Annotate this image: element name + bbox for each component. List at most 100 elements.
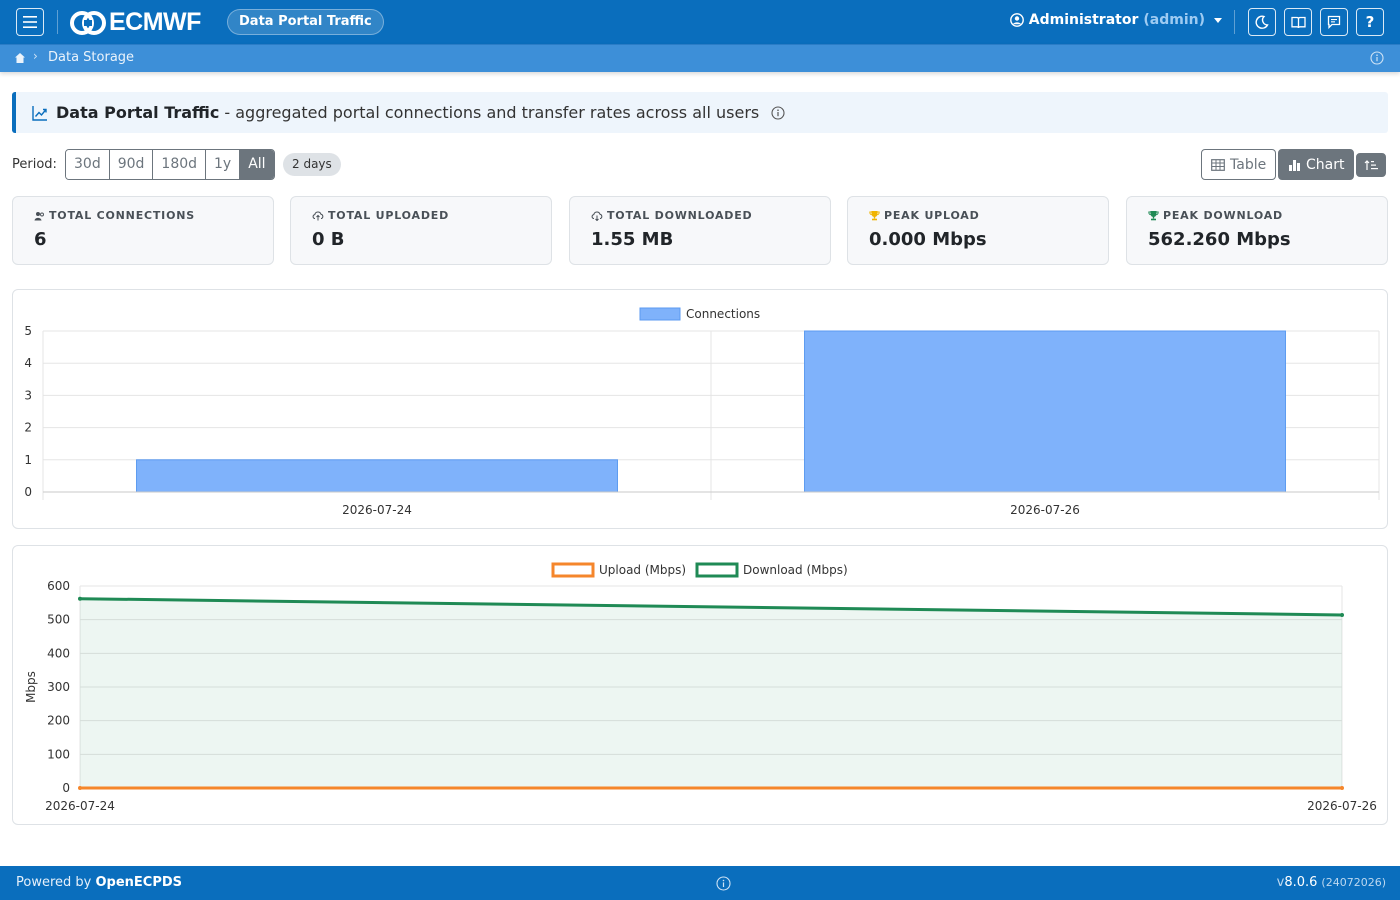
connections-chart-panel: Connections 0 1 2 3 4 5 2026-07-24 2026-07-26: [12, 289, 1388, 529]
cloud-download-icon: [591, 211, 603, 221]
sort-button[interactable]: [1356, 153, 1386, 177]
powered-by-prefix: Powered by: [16, 875, 92, 890]
x-tick-label: 2026-07-24: [342, 503, 412, 517]
period-30d-button[interactable]: 30d: [66, 150, 110, 179]
download-area: [80, 598, 1342, 788]
page-title-banner: Data Portal Traffic - aggregated portal …: [12, 92, 1388, 133]
transfer-rate-line-chart: Upload (Mbps) Download (Mbps) 0 100 200 300 40…: [24, 562, 1377, 813]
breadcrumb-item-data-storage[interactable]: Data Storage: [48, 50, 135, 65]
ecmwf-logo[interactable]: ECMWF: [70, 8, 201, 37]
breadcrumb-separator-icon: ›: [33, 49, 38, 63]
users-icon: [34, 211, 44, 220]
navbar-divider: [1234, 10, 1235, 34]
stat-label: TOTAL CONNECTIONS: [49, 209, 195, 222]
legend-label: Upload (Mbps): [599, 563, 686, 577]
chevron-down-icon: [1214, 17, 1222, 23]
period-span-badge: 2 days: [283, 153, 341, 176]
top-navbar: ECMWF Data Portal Traffic Administrator …: [0, 0, 1400, 44]
y-tick-label: 500: [47, 613, 70, 627]
stat-value: 0 B: [312, 229, 345, 250]
messages-button[interactable]: [1320, 8, 1348, 36]
version-number: 8.0.6: [1284, 875, 1318, 890]
documentation-button[interactable]: [1284, 8, 1312, 36]
y-tick-label: 400: [47, 646, 70, 660]
stat-label: TOTAL DOWNLOADED: [607, 209, 753, 222]
period-label: Period:: [12, 157, 57, 172]
powered-by-text: Powered by OpenECPDS: [16, 875, 182, 890]
chat-icon: [1327, 15, 1341, 29]
y-tick-label: 300: [47, 680, 70, 694]
y-tick-label: 5: [24, 324, 32, 338]
user-menu-dropdown[interactable]: Administrator (admin): [1009, 12, 1222, 28]
stat-label: PEAK DOWNLOAD: [1163, 209, 1283, 222]
period-selector: 30d 90d 180d 1y All: [65, 149, 275, 180]
moon-icon: [1255, 15, 1269, 29]
stat-label: PEAK UPLOAD: [884, 209, 980, 222]
page-description: - aggregated portal connections and tran…: [224, 103, 760, 122]
info-icon[interactable]: [716, 876, 731, 891]
stat-card-total-downloaded: TOTAL DOWNLOADED 1.55 MB: [569, 196, 831, 265]
y-tick-label: 100: [47, 747, 70, 761]
legend-label: Download (Mbps): [743, 563, 848, 577]
y-tick-label: 4: [24, 356, 32, 370]
help-icon: ?: [1365, 13, 1375, 31]
sort-icon: [1364, 159, 1378, 170]
y-tick-label: 0: [62, 781, 70, 795]
download-point: [78, 596, 82, 601]
chart-view-label: Chart: [1306, 156, 1345, 173]
transfer-rate-chart-panel: Upload (Mbps) Download (Mbps) 0 100 200 300 40…: [12, 545, 1388, 825]
download-point: [1340, 612, 1344, 617]
y-tick-label: 1: [24, 453, 32, 467]
x-tick-label: 2026-07-24: [45, 799, 115, 813]
y-tick-label: 600: [47, 579, 70, 593]
page-title: Data Portal Traffic: [56, 103, 220, 122]
bar: [804, 330, 1286, 493]
navbar-divider: [57, 10, 58, 34]
version-prefix: v: [1276, 875, 1285, 890]
powered-by-name[interactable]: OpenECPDS: [95, 875, 183, 890]
footer: Powered by OpenECPDS v8.0.6 (24072026): [0, 866, 1400, 900]
period-180d-button[interactable]: 180d: [153, 150, 207, 179]
stat-card-peak-upload: PEAK UPLOAD 0.000 Mbps: [847, 196, 1109, 265]
table-view-button[interactable]: Table: [1201, 149, 1277, 180]
legend-swatch: [695, 562, 739, 578]
logo-mark-icon: [70, 10, 106, 35]
dark-mode-button[interactable]: [1248, 8, 1276, 36]
x-tick-label: 2026-07-26: [1307, 799, 1377, 813]
info-icon[interactable]: [771, 105, 785, 120]
chart-line-icon: [32, 105, 47, 121]
period-1y-button[interactable]: 1y: [206, 150, 241, 179]
download-line: [79, 597, 1343, 617]
legend-swatch: [551, 562, 595, 578]
trophy-icon: [869, 211, 880, 221]
menu-toggle-button[interactable]: [16, 8, 44, 36]
legend-swatch: [639, 307, 681, 321]
table-view-label: Table: [1230, 156, 1267, 173]
chart-view-button[interactable]: Chart: [1278, 149, 1355, 180]
version-info: v8.0.6 (24072026): [1277, 875, 1386, 890]
stat-label: TOTAL UPLOADED: [328, 209, 450, 222]
stat-value: 1.55 MB: [591, 229, 674, 250]
connections-bar-chart: Connections 0 1 2 3 4 5 2026-07-24 2026-07-26: [24, 307, 1380, 517]
menu-icon: [23, 16, 37, 28]
upload-point: [1340, 786, 1344, 790]
legend-label: Connections: [686, 307, 760, 321]
stat-card-total-uploaded: TOTAL UPLOADED 0 B: [290, 196, 552, 265]
info-icon[interactable]: [1370, 51, 1384, 65]
table-icon: [1211, 158, 1225, 171]
home-icon[interactable]: [14, 52, 26, 64]
help-button[interactable]: ?: [1356, 8, 1384, 36]
y-tick-label: 2: [24, 421, 32, 435]
period-90d-button[interactable]: 90d: [109, 150, 154, 179]
stat-value: 6: [34, 229, 47, 250]
logo-text: ECMWF: [109, 8, 201, 36]
period-all-button[interactable]: All: [240, 150, 274, 179]
y-axis-label: Mbps: [24, 671, 38, 703]
user-name: Administrator: [1028, 12, 1139, 28]
user-role: (admin): [1143, 12, 1205, 28]
breadcrumb: › Data Storage: [0, 44, 1400, 72]
cloud-upload-icon: [312, 211, 324, 220]
stat-card-total-connections: TOTAL CONNECTIONS 6: [12, 196, 274, 265]
trophy-icon: [1148, 211, 1159, 221]
stat-card-peak-download: PEAK DOWNLOAD 562.260 Mbps: [1126, 196, 1388, 265]
